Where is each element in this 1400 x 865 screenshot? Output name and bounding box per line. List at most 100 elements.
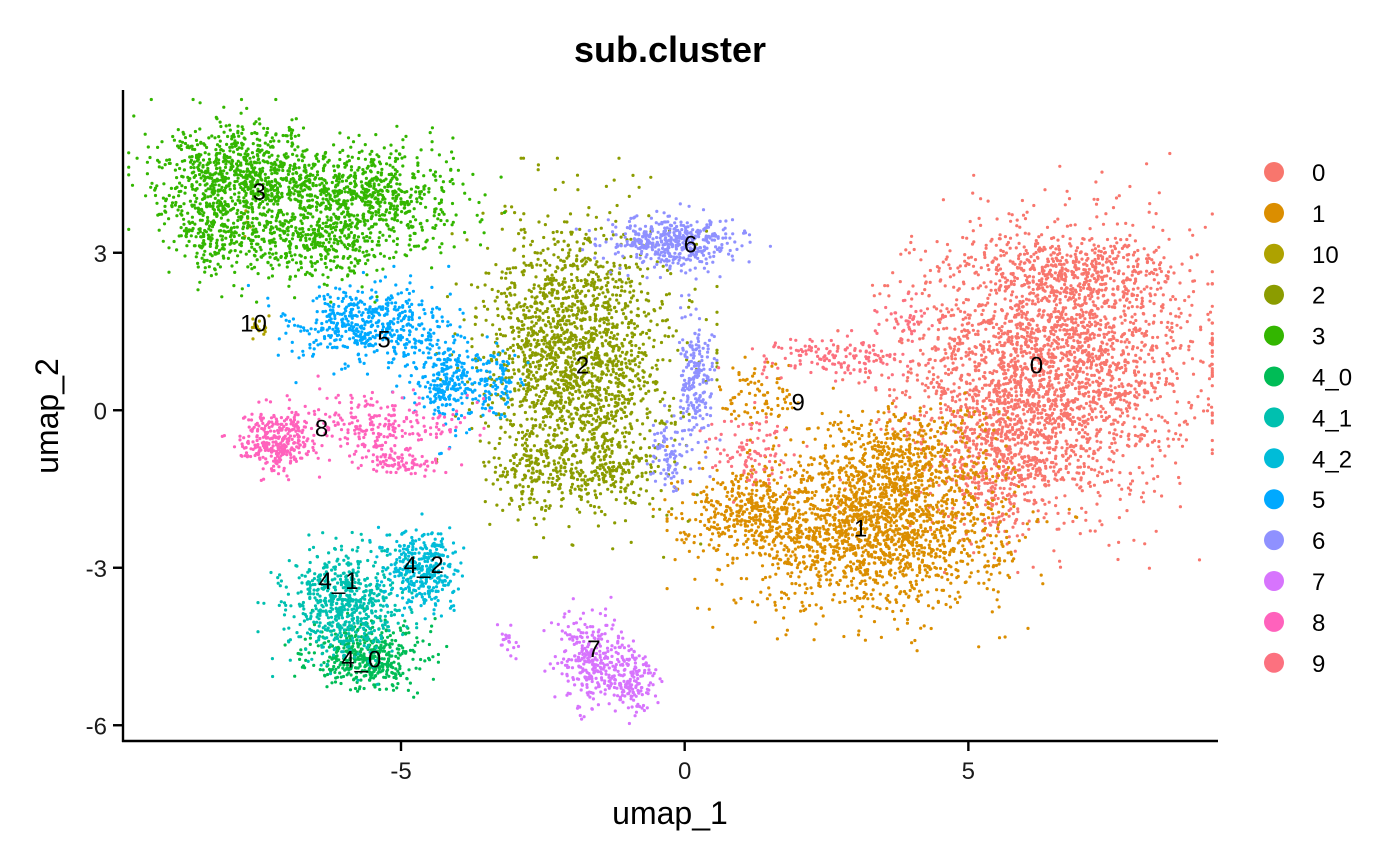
point	[1052, 236, 1056, 240]
point	[1131, 265, 1136, 269]
point	[1069, 287, 1073, 292]
point	[1104, 410, 1108, 414]
point	[1045, 520, 1049, 524]
point	[1032, 259, 1037, 263]
point	[928, 268, 933, 273]
point	[990, 541, 994, 545]
point	[864, 496, 868, 500]
point	[850, 596, 854, 600]
point	[1111, 206, 1116, 210]
point	[1109, 400, 1113, 404]
point	[1054, 402, 1058, 406]
point	[845, 548, 849, 553]
point	[906, 370, 911, 374]
point	[999, 365, 1003, 369]
point	[1059, 359, 1063, 363]
point	[948, 275, 953, 279]
point	[1165, 325, 1169, 329]
point	[1009, 502, 1013, 506]
point	[1116, 420, 1120, 424]
point	[1090, 294, 1094, 299]
point	[830, 501, 834, 505]
point	[994, 383, 999, 387]
point	[1020, 322, 1025, 326]
point	[1157, 191, 1161, 195]
point	[1019, 389, 1024, 394]
point	[828, 434, 833, 438]
point	[923, 274, 927, 278]
point	[1055, 335, 1059, 339]
point	[1013, 404, 1017, 408]
point	[949, 565, 953, 569]
point	[982, 350, 986, 354]
point	[1092, 265, 1096, 269]
point	[1137, 393, 1141, 397]
point	[875, 420, 879, 424]
point	[1044, 512, 1048, 516]
point	[866, 376, 871, 380]
point	[1080, 506, 1084, 510]
point	[1145, 269, 1149, 273]
point	[871, 597, 875, 601]
point	[1009, 552, 1014, 557]
point	[1091, 300, 1095, 304]
point	[1085, 440, 1089, 444]
chart-title: sub.cluster	[574, 29, 766, 70]
point	[837, 524, 841, 529]
point	[1018, 225, 1022, 229]
point	[1025, 251, 1029, 255]
point	[1125, 400, 1129, 404]
point	[665, 587, 669, 591]
point	[959, 550, 964, 555]
point	[1076, 465, 1080, 469]
point	[985, 481, 990, 485]
point	[1041, 249, 1045, 253]
point	[1000, 491, 1004, 495]
point	[1107, 373, 1111, 377]
point	[782, 605, 786, 610]
point	[1145, 329, 1149, 333]
point	[835, 538, 839, 542]
point	[932, 373, 936, 377]
point	[1003, 331, 1007, 335]
point	[1137, 417, 1142, 421]
point	[1123, 285, 1127, 289]
point	[970, 242, 975, 246]
point	[1041, 582, 1045, 586]
point	[1039, 451, 1044, 455]
point	[770, 547, 774, 551]
point	[1001, 413, 1005, 417]
point	[1063, 333, 1067, 337]
point	[1012, 282, 1016, 287]
point	[1135, 365, 1139, 369]
point	[1191, 233, 1195, 237]
point	[1042, 386, 1046, 390]
point	[1020, 421, 1024, 425]
point	[1134, 318, 1138, 323]
point	[911, 521, 915, 525]
point	[900, 540, 904, 544]
point	[814, 535, 818, 540]
point	[954, 568, 958, 572]
point	[1099, 349, 1103, 353]
point	[1008, 447, 1012, 451]
point	[927, 395, 931, 399]
point	[964, 380, 969, 384]
point	[953, 489, 957, 493]
point	[1034, 373, 1038, 377]
point	[1010, 455, 1014, 459]
point	[1118, 414, 1122, 418]
point	[895, 396, 899, 400]
point	[725, 552, 730, 557]
point	[842, 634, 846, 639]
point	[1027, 393, 1031, 397]
point	[951, 395, 955, 399]
point	[1019, 378, 1023, 382]
point	[1163, 280, 1167, 284]
point	[1067, 380, 1071, 384]
point	[1119, 238, 1123, 242]
point	[1136, 286, 1140, 290]
point	[906, 338, 910, 342]
point	[1061, 309, 1065, 314]
point	[1002, 365, 1006, 369]
